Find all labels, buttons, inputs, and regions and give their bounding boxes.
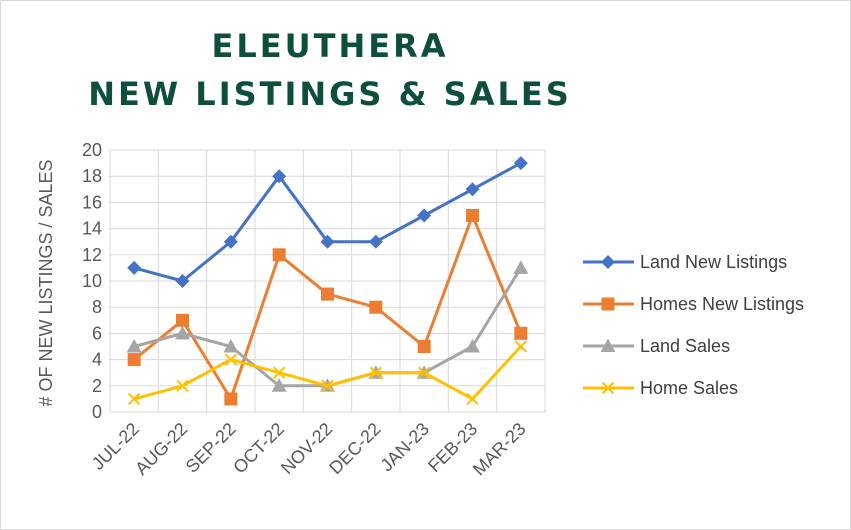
x-tick-label: MAR-23 xyxy=(469,419,530,480)
legend-label: Homes New Listings xyxy=(640,294,804,314)
y-tick-label: 18 xyxy=(82,166,102,186)
data-point-homes-new-listings xyxy=(176,313,189,327)
legend-label: Land Sales xyxy=(640,336,730,356)
legend: Land New Listings Homes New Listings Land … xyxy=(583,252,804,398)
x-tick-label: DEC-22 xyxy=(325,419,384,478)
legend-marker xyxy=(600,338,616,352)
data-point-land-sales xyxy=(271,378,287,392)
series-line-land-new-listings xyxy=(132,161,523,283)
data-point-land-sales xyxy=(223,339,239,353)
data-point-home-sales xyxy=(369,366,383,379)
data-point-homes-new-listings xyxy=(514,326,528,340)
legend-item-land-sales: Land Sales xyxy=(583,336,730,356)
legend-marker xyxy=(601,255,615,269)
y-tick-label: 0 xyxy=(92,402,102,422)
data-point-homes-new-listings xyxy=(321,287,334,301)
series-layer xyxy=(126,156,529,406)
series-homes-new-listings xyxy=(127,209,528,406)
y-tick-label: 10 xyxy=(82,271,102,291)
series-line-land-sales xyxy=(132,266,523,388)
data-point-home-sales xyxy=(224,353,238,366)
data-point-home-sales xyxy=(127,392,141,406)
legend-item-homes-new-listings: Homes New Listings xyxy=(583,294,804,314)
data-point-land-new-listings xyxy=(223,234,238,249)
data-point-land-new-listings xyxy=(272,169,287,184)
data-point-homes-new-listings xyxy=(272,248,286,262)
y-axis-label: # OF NEW LISTINGS / SALES xyxy=(36,159,56,406)
data-point-home-sales xyxy=(466,392,479,406)
chart-title-line2: NEW LISTINGS & SALES xyxy=(88,75,572,113)
x-tick-label: SEP-22 xyxy=(182,419,240,477)
legend-marker xyxy=(601,297,615,311)
data-point-land-sales xyxy=(465,339,480,353)
data-point-land-new-listings xyxy=(513,156,528,171)
data-point-home-sales xyxy=(321,379,334,393)
legend-item-land-new-listings: Land New Listings xyxy=(583,252,787,272)
data-point-land-new-listings xyxy=(320,234,335,249)
y-tick-label: 4 xyxy=(92,350,102,370)
data-point-land-sales xyxy=(126,339,142,353)
chart-title-line1: ELEUTHERA xyxy=(211,27,449,65)
legend-label: Home Sales xyxy=(640,378,738,398)
y-tick-label: 6 xyxy=(92,323,102,343)
y-tick-label: 8 xyxy=(92,297,102,317)
y-tick-label: 12 xyxy=(82,245,102,265)
series-land-new-listings xyxy=(127,156,528,288)
data-point-homes-new-listings xyxy=(369,300,383,314)
data-point-home-sales xyxy=(514,340,528,353)
data-point-homes-new-listings xyxy=(417,340,431,353)
data-point-home-sales xyxy=(176,379,189,393)
x-axis-ticks: JUL-22AUG-22SEP-22OCT-22NOV-22DEC-22JAN-… xyxy=(88,419,530,480)
x-tick-label: NOV-22 xyxy=(277,419,336,478)
data-point-homes-new-listings xyxy=(466,209,479,222)
gridlines xyxy=(109,149,546,413)
legend-label: Land New Listings xyxy=(640,252,787,272)
legend-marker xyxy=(601,381,615,395)
y-axis-ticks: 0 2 4 6 8 10 12 14 16 18 20 xyxy=(82,140,102,422)
series-home-sales xyxy=(127,340,528,406)
y-tick-label: 20 xyxy=(82,140,102,160)
data-point-homes-new-listings xyxy=(127,353,141,367)
data-point-home-sales xyxy=(417,366,431,379)
data-point-land-sales xyxy=(175,325,190,340)
data-point-land-new-listings xyxy=(175,274,190,288)
x-tick-label: AUG-22 xyxy=(131,419,191,479)
data-point-land-new-listings xyxy=(465,182,480,197)
data-point-land-new-listings xyxy=(127,260,142,275)
y-tick-label: 14 xyxy=(82,219,102,239)
legend-item-home-sales: Home Sales xyxy=(583,378,738,398)
data-point-land-new-listings xyxy=(417,208,432,223)
y-tick-label: 2 xyxy=(92,376,102,396)
x-tick-label: JAN-23 xyxy=(376,419,433,476)
data-point-land-sales xyxy=(513,260,529,274)
data-point-land-new-listings xyxy=(368,234,383,249)
y-tick-label: 16 xyxy=(82,192,102,212)
data-point-home-sales xyxy=(272,366,286,379)
data-point-homes-new-listings xyxy=(224,392,238,406)
x-tick-label: OCT-22 xyxy=(229,419,288,478)
